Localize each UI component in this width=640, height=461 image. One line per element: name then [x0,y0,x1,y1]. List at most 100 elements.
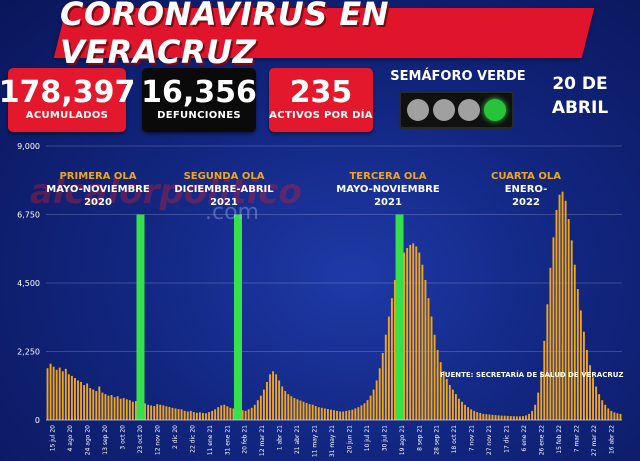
bar [134,401,137,420]
bar [497,415,500,420]
bar [208,412,210,420]
bar [305,402,308,420]
bar [189,410,192,420]
bar [601,400,604,420]
x-tick-label: 11 ene 21 [207,425,214,455]
x-tick-label: 7 mar 22 [573,425,580,452]
bar [220,405,223,420]
bar [226,406,229,420]
bar [326,409,329,420]
x-tick-label: 30 jul 21 [381,425,388,451]
bar [211,410,214,420]
bar [363,403,366,420]
bar [250,407,253,420]
bar [314,406,317,420]
bar [579,310,582,420]
bar [427,298,430,420]
bar [195,412,198,420]
x-tick-label: 4 ago 20 [67,425,74,452]
bar [214,409,217,420]
bar [366,400,369,420]
bar [476,412,479,420]
bar [296,399,299,420]
stat-value: 178,397 [0,75,136,110]
stat-label: ACUMULADOS [25,110,109,121]
bar [107,395,110,420]
bar [247,409,250,420]
bar [503,415,506,420]
bar [595,386,598,420]
x-tick-label: 24 ago 20 [85,425,92,455]
y-tick-label: 0 [35,416,40,425]
bar [287,394,290,420]
x-tick-label: 11 may 21 [312,425,319,457]
traffic-light-lamp-green [484,99,507,121]
bar [372,389,375,420]
bar [278,380,281,420]
bar [592,377,594,420]
x-tick-label: 20 jun 21 [347,425,354,454]
wave-label-4: CUARTA OLA ENERO- 2022 [466,170,586,209]
bar [430,316,433,420]
bar [266,381,268,420]
wave-range: DICIEMBRE-ABRIL [174,184,274,195]
bar [586,349,588,420]
bar [436,349,439,420]
bar [488,414,491,420]
x-tick-label: 27 nov 21 [486,425,493,455]
bar [607,408,610,420]
wave-title: CUARTA OLA [490,171,562,182]
wave-year: 2021 [374,197,402,208]
bar [229,407,232,420]
cases-chart: 0 2,250 4,500 6,750 9,000 15 jul 20 4 ago 20 24… [17,142,622,457]
source-note: FUENTE: SECRETARÍA DE SALUD DE VERACRUZ [440,371,624,379]
bar [351,409,354,420]
x-tick-label: 21 abr 21 [294,425,301,454]
y-tick-label: 6,750 [17,211,40,220]
bar [302,401,305,420]
bar [567,219,570,420]
x-tick-label: 6 ene 22 [521,425,528,452]
bar [512,416,515,420]
bar [473,410,476,420]
bar [323,408,326,420]
bar [186,411,189,420]
bar [256,400,259,420]
bar [290,396,293,420]
x-tick-label: 18 oct 21 [451,425,458,454]
date-line-2: ABRIL [551,98,609,118]
bar [198,412,201,420]
x-tick-label: 31 ene 21 [224,425,231,455]
bar [531,410,534,420]
bar [421,264,424,420]
bar [205,413,207,420]
bar [174,408,177,420]
stat-label: ACTIVOS POR DÍA [269,110,373,121]
wave-title: SEGUNDA OLA [183,171,265,182]
bar [619,413,622,420]
bar [445,378,448,420]
bar [573,264,576,420]
wave-range: ENERO- [504,184,548,195]
bar [543,340,546,420]
traffic-light-lamp [406,99,429,121]
bar [49,363,52,420]
bar [320,407,323,420]
bar [119,398,122,420]
bar [272,371,274,420]
bar [342,411,345,420]
bar [128,400,131,420]
wave-label-2: SEGUNDA OLA DICIEMBRE-ABRIL 2021 [164,170,284,209]
bar [177,409,180,420]
bar [180,409,183,420]
bar [153,406,156,420]
bar [546,304,549,420]
bar [80,381,82,420]
bar [171,407,174,420]
bar [122,398,125,420]
bar [116,396,119,420]
bar [159,404,162,420]
bar [354,408,357,420]
date-label: 20 DE ABRIL [540,72,620,120]
bar [525,415,527,420]
